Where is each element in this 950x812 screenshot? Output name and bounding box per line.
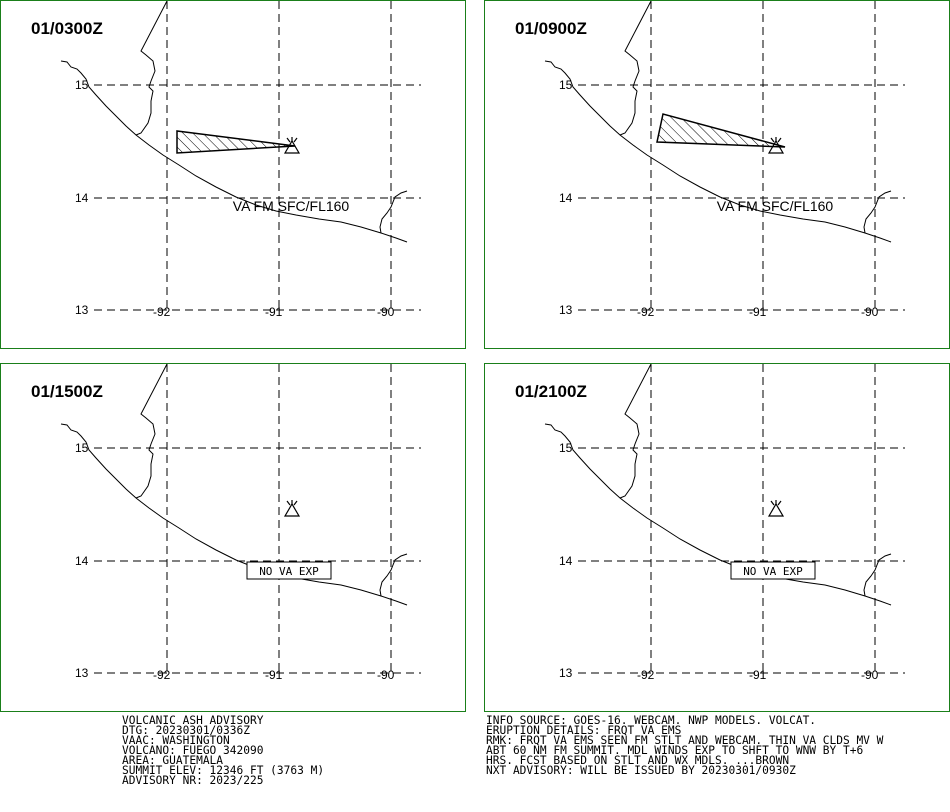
coastline xyxy=(60,1,408,243)
lon-label-92: -92 xyxy=(153,305,171,319)
next-advisory: NXT ADVISORY: WILL BE ISSUED BY 20230301… xyxy=(486,764,796,777)
svg-text:NO VA EXP: NO VA EXP xyxy=(259,565,319,578)
volcano-symbol xyxy=(283,500,301,517)
forecast-label: VA FM SFC/FL160 xyxy=(717,198,834,214)
forecast-map: 15 14 13 -92 -91 -90 xyxy=(60,1,421,319)
lat-label-13: 13 xyxy=(75,303,89,317)
ash-cloud xyxy=(656,113,786,148)
lat-label-13: 13 xyxy=(559,303,573,317)
forecast-time: 01/0300Z xyxy=(31,19,103,38)
lon-label-92: -92 xyxy=(637,305,655,319)
eruption-details: ERUPTION DETAILS: FRQT VA EMS xyxy=(486,724,682,737)
svg-text:VA FM SFC/FL160: VA FM SFC/FL160 xyxy=(717,198,834,214)
lat-label-13: 13 xyxy=(75,666,89,680)
remarks-line-2: ABT 60 NM FM SUMMIT. MDL WINDS EXP TO SH… xyxy=(486,744,864,757)
lon-label-91: -91 xyxy=(749,668,767,682)
ash-cloud xyxy=(176,130,296,154)
lat-label-14: 14 xyxy=(75,191,89,205)
forecast-time: 01/1500Z xyxy=(31,382,103,401)
remarks-line-1: RMK: FRQT VA EMS SEEN FM STLT AND WEBCAM… xyxy=(486,734,884,747)
forecast-map: 15 14 13 -92 -91 -90 xyxy=(60,364,421,682)
remarks-line-3: HRS. FCST BASED ON STLT AND WX MDLS. ...… xyxy=(486,754,790,767)
lat-label-15: 15 xyxy=(559,78,573,92)
lat-gridlines xyxy=(578,447,905,674)
forecast-label: NO VA EXP xyxy=(730,561,816,580)
lon-label-92: -92 xyxy=(153,668,171,682)
lon-gridlines xyxy=(166,1,392,310)
forecast-map: 15 14 13 -92 -91 -90 xyxy=(544,1,905,319)
forecast-label: VA FM SFC/FL160 xyxy=(233,198,350,214)
coastline xyxy=(544,364,892,606)
advisory-dtg: DTG: 20230301/0336Z xyxy=(122,724,250,737)
forecast-map-panel-3: 15 14 13 -92 -91 -90 xyxy=(0,363,466,712)
lon-label-91: -91 xyxy=(265,668,283,682)
lat-gridlines xyxy=(94,84,421,311)
lat-gridlines xyxy=(578,84,905,311)
lon-label-91: -91 xyxy=(265,305,283,319)
lat-label-14: 14 xyxy=(559,191,573,205)
lat-label-13: 13 xyxy=(559,666,573,680)
lat-label-14: 14 xyxy=(559,554,573,568)
lon-label-90: -90 xyxy=(377,305,395,319)
forecast-map: 15 14 13 -92 -91 -90 xyxy=(544,364,905,682)
advisory-details: INFO SOURCE: GOES-16. WEBCAM. NWP MODELS… xyxy=(486,714,884,777)
advisory-vaac: VAAC: WASHINGTON xyxy=(122,734,230,747)
svg-text:VA FM SFC/FL160: VA FM SFC/FL160 xyxy=(233,198,350,214)
forecast-map-panel-4: 15 14 13 -92 -91 -90 xyxy=(484,363,950,712)
lon-gridlines xyxy=(166,364,392,673)
forecast-map-panel-1: 15 14 13 -92 -91 -90 xyxy=(0,0,466,349)
advisory-number: ADVISORY NR: 2023/225 xyxy=(122,774,264,787)
forecast-label: NO VA EXP xyxy=(246,561,332,580)
advisory-title: VOLCANIC ASH ADVISORY xyxy=(122,714,264,727)
info-source: INFO SOURCE: GOES-16. WEBCAM. NWP MODELS… xyxy=(486,714,817,727)
lon-label-90: -90 xyxy=(861,305,879,319)
forecast-time: 01/0900Z xyxy=(515,19,587,38)
advisory-summit: SUMMIT ELEV: 12346 FT (3763 M) xyxy=(122,764,325,777)
lat-label-14: 14 xyxy=(75,554,89,568)
lon-label-90: -90 xyxy=(861,668,879,682)
advisory-area: AREA: GUATEMALA xyxy=(122,754,224,767)
lat-label-15: 15 xyxy=(559,441,573,455)
advisory-header: VOLCANIC ASH ADVISORY DTG: 20230301/0336… xyxy=(122,714,325,787)
lon-label-91: -91 xyxy=(749,305,767,319)
lat-label-15: 15 xyxy=(75,441,89,455)
lon-gridlines xyxy=(650,1,876,310)
lon-label-90: -90 xyxy=(377,668,395,682)
lon-label-92: -92 xyxy=(637,668,655,682)
lat-gridlines xyxy=(94,447,421,674)
lat-label-15: 15 xyxy=(75,78,89,92)
volcano-symbol xyxy=(767,500,785,517)
forecast-map-panel-2: 15 14 13 -92 -91 -90 xyxy=(484,0,950,349)
advisory-volcano: VOLCANO: FUEGO 342090 xyxy=(122,744,264,757)
forecast-time: 01/2100Z xyxy=(515,382,587,401)
coastline xyxy=(544,1,892,243)
lon-gridlines xyxy=(650,364,876,673)
svg-text:NO VA EXP: NO VA EXP xyxy=(743,565,803,578)
coastline xyxy=(60,364,408,606)
